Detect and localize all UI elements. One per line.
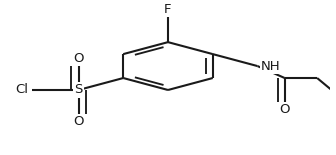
Text: NH: NH (261, 60, 280, 73)
Text: O: O (73, 52, 84, 65)
Text: S: S (74, 84, 83, 97)
Text: F: F (164, 3, 172, 16)
Text: Cl: Cl (15, 84, 29, 97)
Text: O: O (73, 115, 84, 128)
Text: O: O (280, 103, 290, 116)
